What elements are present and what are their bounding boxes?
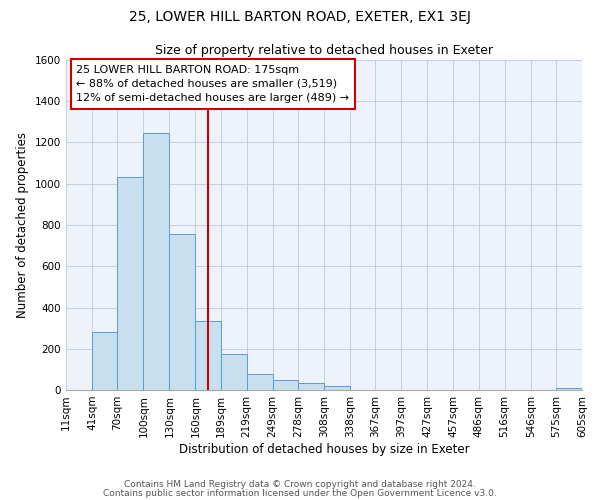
Bar	[273, 380, 298, 390]
Title: Size of property relative to detached houses in Exeter: Size of property relative to detached ho…	[155, 44, 493, 58]
Bar	[196, 321, 221, 390]
Text: Contains public sector information licensed under the Open Government Licence v3: Contains public sector information licen…	[103, 488, 497, 498]
Bar	[247, 374, 273, 390]
Bar	[298, 383, 324, 390]
Text: 25 LOWER HILL BARTON ROAD: 175sqm
← 88% of detached houses are smaller (3,519)
1: 25 LOWER HILL BARTON ROAD: 175sqm ← 88% …	[76, 65, 349, 103]
Bar	[92, 332, 117, 390]
Bar	[221, 354, 247, 390]
Bar	[556, 388, 582, 390]
Text: 25, LOWER HILL BARTON ROAD, EXETER, EX1 3EJ: 25, LOWER HILL BARTON ROAD, EXETER, EX1 …	[129, 10, 471, 24]
Text: Contains HM Land Registry data © Crown copyright and database right 2024.: Contains HM Land Registry data © Crown c…	[124, 480, 476, 489]
Bar	[117, 176, 143, 390]
Bar	[143, 133, 169, 390]
X-axis label: Distribution of detached houses by size in Exeter: Distribution of detached houses by size …	[179, 442, 469, 456]
Bar	[324, 386, 350, 390]
Y-axis label: Number of detached properties: Number of detached properties	[16, 132, 29, 318]
Bar	[169, 234, 196, 390]
